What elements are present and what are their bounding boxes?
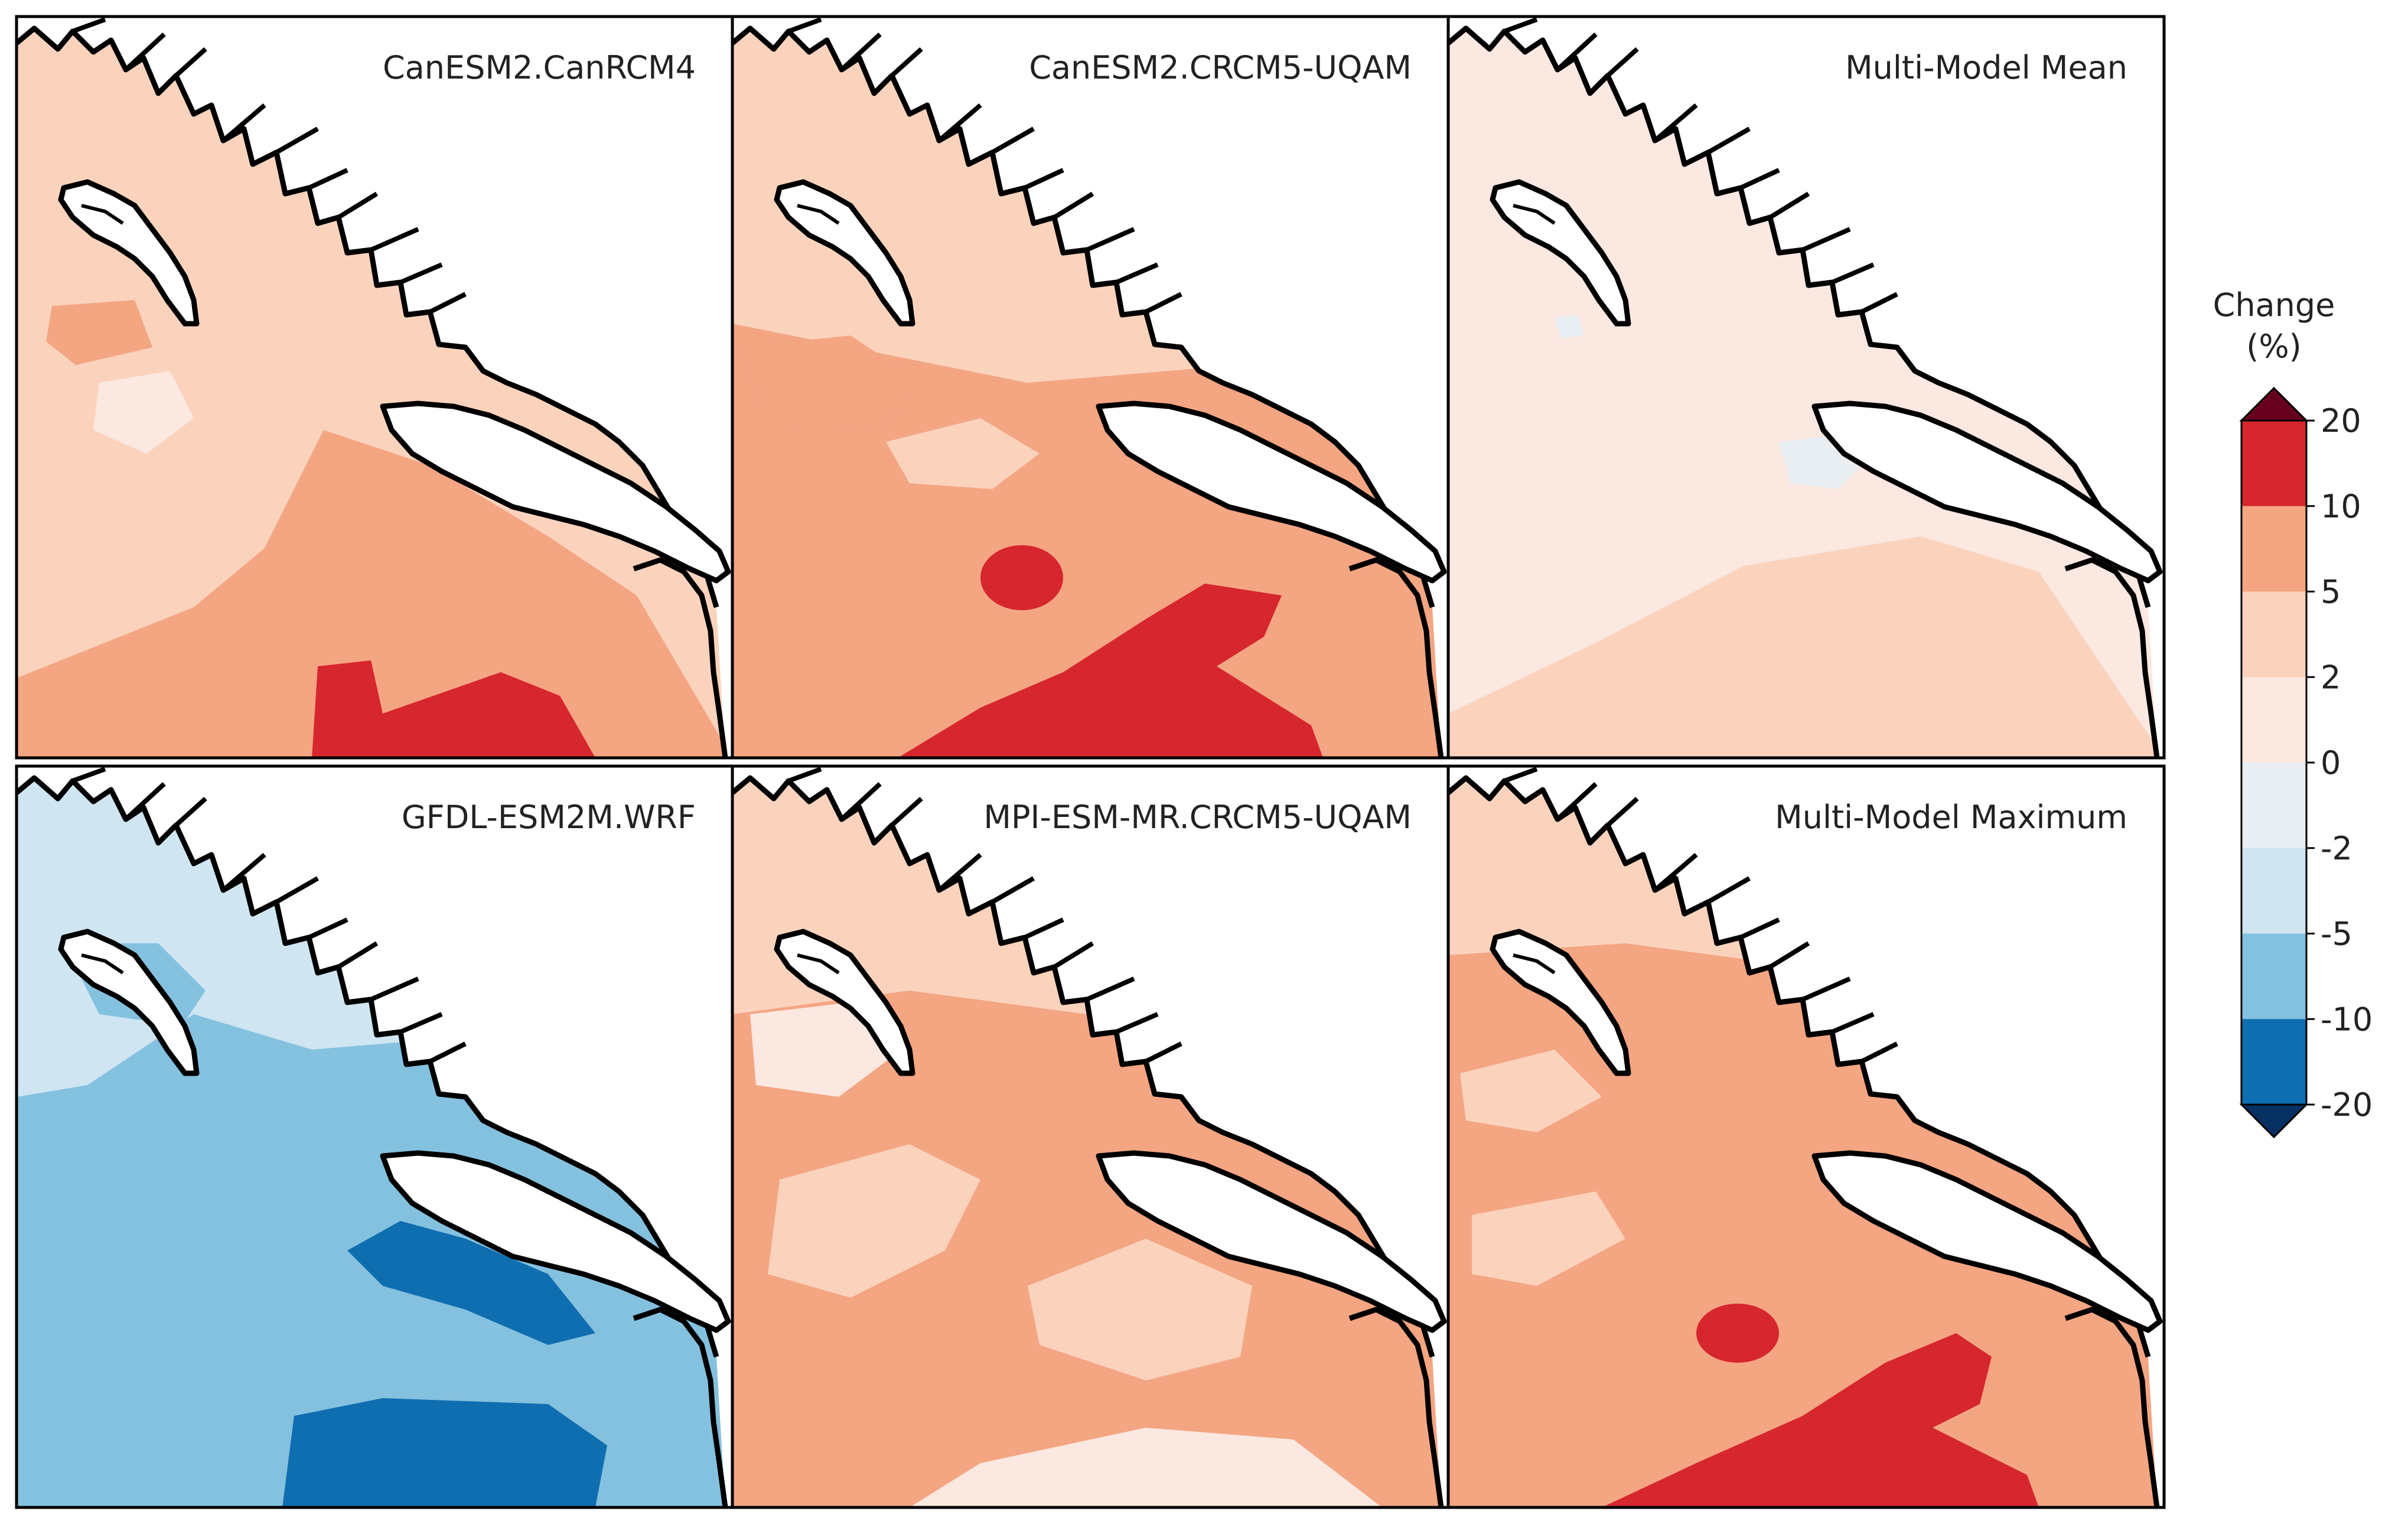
panel-title: MPI-ESM-MR.CRCM5-UQAM [983, 799, 1412, 836]
colorbar-bin [2241, 677, 2306, 763]
panel-title: CanESM2.CanRCM4 [383, 49, 696, 86]
colorbar-tick-label: -10 [2321, 1001, 2373, 1038]
zone-10-20-band [1602, 1333, 2039, 1507]
colorbar-tick-label: -2 [2321, 830, 2352, 867]
zone-2-5-south [1028, 1239, 1252, 1380]
panel-canesm2-crcm5-uqam: CanESM2.CRCM5-UQAM [732, 15, 1450, 758]
zone-0-2 [93, 371, 194, 454]
colorbar-extension-top [2239, 386, 2309, 422]
panel-frame [1446, 764, 2166, 1509]
panel-multi-model-maximum: Multi-Model Maximum [1446, 764, 2166, 1509]
colorbar-tick-label: 2 [2321, 659, 2341, 696]
colorbar-extension-bottom [2239, 1103, 2309, 1139]
zone-neg20-neg10-mid [347, 1221, 595, 1345]
zone-10-20-oval [980, 545, 1063, 610]
colorbar-tick-label: 5 [2321, 574, 2341, 611]
colorbar-tick-label: 10 [2321, 488, 2361, 525]
colorbar-tick-label: -20 [2321, 1086, 2373, 1123]
colorbar-bin [2241, 591, 2306, 678]
zone-10-20 [312, 660, 595, 758]
zone-neg20-neg10-south [282, 1398, 607, 1507]
panel-title: GFDL-ESM2M.WRF [402, 799, 696, 836]
panel-gfdl-esm2m-wrf: GFDL-ESM2M.WRF [17, 764, 734, 1507]
zone-2-5-mid [1472, 1191, 1625, 1286]
zone-2-5 [1448, 536, 2164, 758]
zone-neg2-0-small [1555, 315, 1584, 338]
zone-5-10-small [46, 300, 152, 365]
zone-10-20-oval [1696, 1304, 1779, 1363]
colorbar-bin [2241, 1019, 2306, 1105]
panel-multi-model-mean: Multi-Model Mean [1446, 15, 2166, 760]
colorbar-bins [2239, 386, 2309, 1139]
panel-frame [1446, 15, 2166, 760]
panel-title: Multi-Model Maximum [1775, 799, 2127, 836]
panel-title: Multi-Model Mean [1845, 49, 2127, 86]
zone-2-5-mid [768, 1144, 980, 1298]
colorbar-tick-label: 0 [2321, 744, 2341, 781]
panel-canesm2-canrcm4: CanESM2.CanRCM4 [17, 15, 734, 758]
colorbar-bin [2241, 763, 2306, 849]
colorbar-bin [2241, 933, 2306, 1020]
zone-2-5-west [1460, 1050, 1602, 1132]
colorbar-title-line2: (%) [2246, 328, 2301, 365]
zone-2-5-lower [886, 418, 1040, 489]
colorbar-bin [2241, 848, 2306, 934]
zone-2-5-bottom [910, 1428, 1382, 1507]
panel-title: CanESM2.CRCM5-UQAM [1029, 49, 1412, 86]
panel-mpi-esm-mr-crcm5-uqam: MPI-ESM-MR.CRCM5-UQAM [732, 764, 1450, 1507]
colorbar-tick-label: 20 [2321, 402, 2361, 439]
colorbar-bin [2241, 506, 2306, 592]
zone-10-20-band [898, 584, 1323, 758]
colorbar-tick-label: -5 [2321, 916, 2352, 953]
zone-5-10-patch [738, 336, 921, 430]
colorbar-title-line1: Change [2213, 286, 2335, 324]
colorbar-bin [2241, 421, 2306, 507]
zone-5-10 [17, 430, 732, 758]
